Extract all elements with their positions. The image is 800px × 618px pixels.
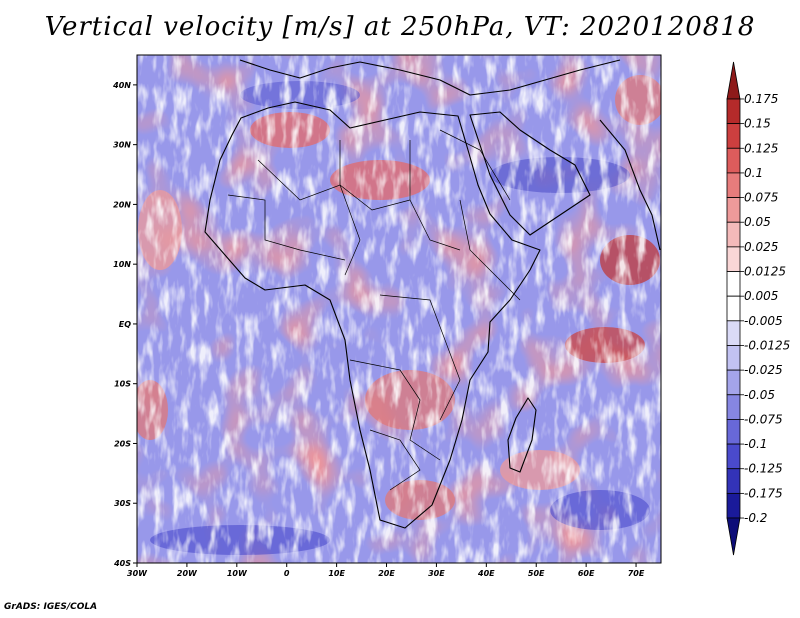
lon-tick-label: 60E <box>578 569 595 578</box>
lon-tick-label: 30E <box>428 569 445 578</box>
colorbar-label: -0.175 <box>744 486 783 500</box>
map-title: Vertical velocity [m/s] at 250hPa, VT: 2… <box>44 12 756 42</box>
lat-tick-label: 10S <box>114 380 131 389</box>
colorbar-swatch <box>726 197 741 223</box>
coastlines <box>204 59 661 529</box>
colorbar-label: 0.125 <box>744 141 778 155</box>
colorbar-swatch <box>726 61 741 100</box>
colorbar-swatch <box>726 468 741 494</box>
lon-tick-label: 10E <box>328 569 345 578</box>
lon-tick-label: 40E <box>477 569 495 578</box>
arabia-coastline <box>469 111 591 236</box>
lat-tick-label: 40S <box>113 559 131 568</box>
colorbar-swatch <box>726 271 741 297</box>
colorbar-label: -0.005 <box>744 314 783 328</box>
colorbar-label: 0.05 <box>744 215 771 229</box>
colorbar-label: 0.175 <box>744 92 778 106</box>
colorbar-label: 0.005 <box>744 289 778 303</box>
country-borders <box>227 129 521 491</box>
madagascar-coastline <box>507 397 537 473</box>
colorbar-swatch <box>726 443 741 470</box>
colorbar-label: -0.075 <box>744 412 783 426</box>
lon-tick-label: 50E <box>528 569 545 578</box>
colorbar-swatch <box>726 172 741 198</box>
colorbar-label: -0.125 <box>744 462 783 476</box>
lon-tick-label: 20W <box>177 569 198 578</box>
colorbar-swatch <box>726 123 741 149</box>
colorbar-swatch <box>726 147 741 174</box>
lat-tick-label: 20S <box>114 439 131 448</box>
colorbar-swatch <box>726 517 741 556</box>
colorbar-swatch <box>726 320 741 346</box>
lat-tick-label: 30N <box>113 141 131 150</box>
colorbar-swatch <box>726 394 741 420</box>
colorbar-label: 0.15 <box>744 117 771 131</box>
latitude-ticks: 40N 30N 20N 10N EQ 10S 20S 30S 40S <box>112 81 137 568</box>
map-frame <box>136 54 662 564</box>
colorbar-swatch <box>726 246 741 272</box>
lat-tick-label: 10N <box>113 260 131 269</box>
europe-coastline <box>239 59 621 96</box>
velocity-field <box>137 55 661 563</box>
colorbar-label: 0.075 <box>744 191 778 205</box>
colorbar-label: 0.1 <box>744 166 763 180</box>
lon-tick-label: 70E <box>628 569 645 578</box>
lon-tick-label: 0 <box>284 569 290 578</box>
africa-coastline <box>204 101 541 529</box>
colorbar-label: -0.05 <box>744 388 775 402</box>
lat-tick-label: 30S <box>114 499 131 508</box>
colorbar-swatch <box>726 295 741 322</box>
lon-tick-label: 30W <box>127 569 148 578</box>
lat-tick-label: 20N <box>113 200 131 209</box>
colorbar-swatch <box>726 98 741 125</box>
colorbar-label: 0.0125 <box>744 265 786 279</box>
colorbar-label: 0.025 <box>744 240 778 254</box>
colorbar-swatch <box>726 369 741 396</box>
colorbar-swatch <box>726 492 741 519</box>
colorbar: 0.175 0.15 0.125 0.1 0.075 0.05 0.025 0.0125 0.0… <box>726 61 790 556</box>
colorbar-swatch <box>726 419 741 445</box>
colorbar-label: -0.025 <box>744 363 783 377</box>
colorbar-swatch <box>726 221 741 248</box>
field-streaks <box>137 55 661 563</box>
lat-tick-label: 40N <box>112 81 131 90</box>
longitude-ticks: 30W 20W 10W 0 10E 20E 30E 40E 50E 60E 70E <box>127 563 645 578</box>
lat-tick-label: EQ <box>119 320 131 329</box>
colorbar-label: -0.0125 <box>744 338 790 352</box>
colorbar-swatch <box>726 345 741 371</box>
grads-credit: GrADS: IGES/COLA <box>4 602 98 612</box>
lon-tick-label: 20E <box>378 569 395 578</box>
india-coastline <box>599 119 661 251</box>
lon-tick-label: 10W <box>227 569 248 578</box>
colorbar-label: -0.2 <box>744 511 767 525</box>
colorbar-label: -0.1 <box>744 437 767 451</box>
